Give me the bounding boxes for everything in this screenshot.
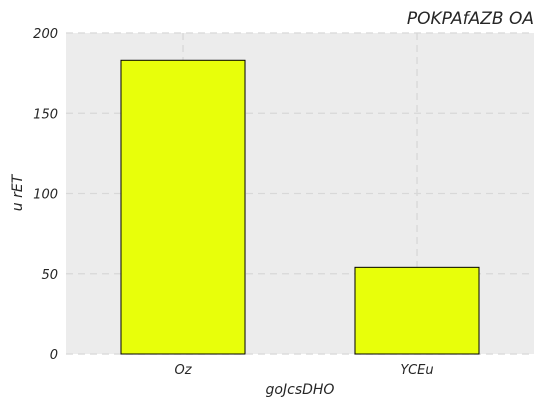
- y-tick-label: 50: [41, 268, 58, 283]
- x-axis-label: goJcsDHO: [266, 382, 335, 398]
- y-tick-label: 0: [50, 348, 58, 363]
- bar-yceu: [354, 266, 480, 355]
- x-tick-label: YCEu: [400, 363, 433, 378]
- bar-oz: [120, 59, 246, 355]
- x-tick-labels: Oz YCEu: [174, 363, 433, 378]
- x-tick-label: Oz: [174, 363, 192, 378]
- y-tick-label: 150: [33, 107, 58, 122]
- y-tick-label: 200: [33, 27, 58, 42]
- y-axis-label: u rET: [10, 173, 26, 211]
- bars: [120, 59, 480, 355]
- y-tick-labels: 0 50 100 150 200: [33, 27, 58, 363]
- chart-title: POKPAfAZB OA: [407, 9, 534, 29]
- y-tick-label: 100: [33, 188, 58, 203]
